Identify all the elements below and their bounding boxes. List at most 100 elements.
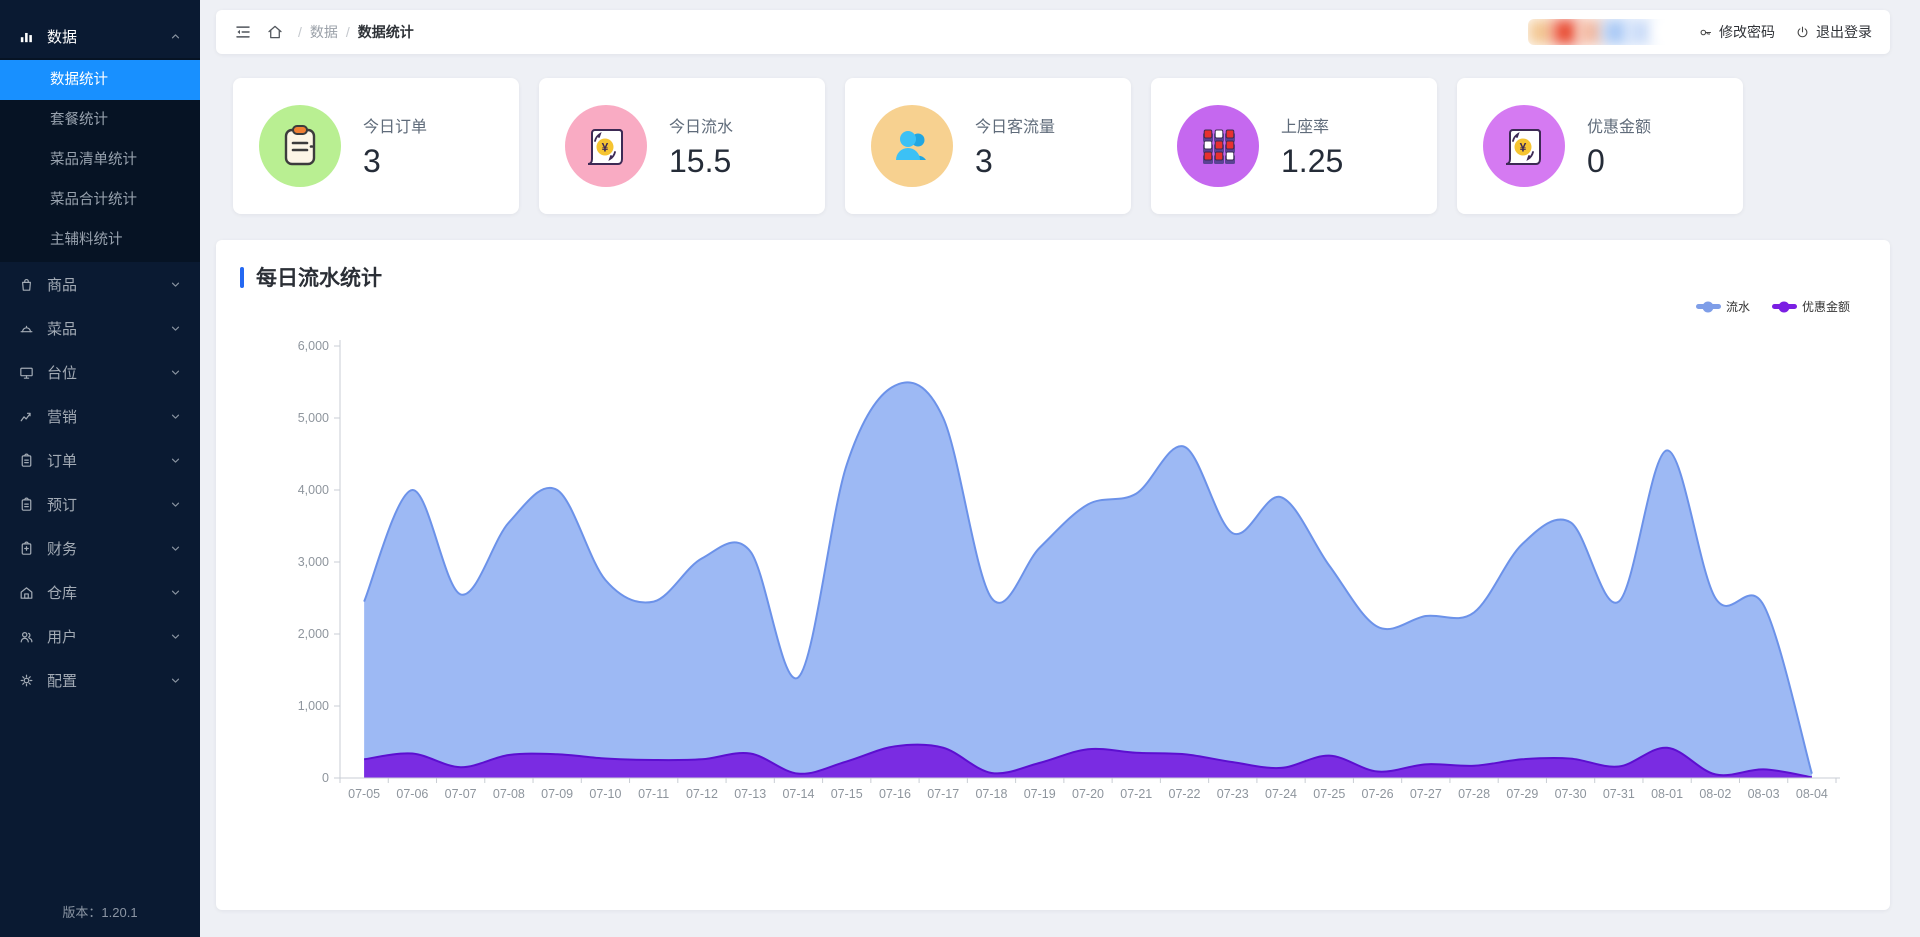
sidebar-item-0[interactable]: 数据 [0, 14, 200, 58]
series-area-0 [364, 382, 1812, 778]
sidebar-item-5[interactable]: 订单 [0, 438, 200, 482]
x-tick-label: 07-12 [686, 787, 718, 801]
y-tick-label: 0 [322, 771, 329, 785]
topbar-left: / 数据 / 数据统计 [234, 22, 414, 42]
x-tick-label: 07-29 [1506, 787, 1538, 801]
seats-icon [1177, 105, 1259, 187]
sidebar-item-label: 营销 [47, 408, 78, 426]
sidebar-item-label: 配置 [47, 672, 78, 690]
chevron-down-icon [169, 366, 182, 379]
chevron-down-icon [169, 674, 182, 687]
sidebar-item-label: 订单 [47, 452, 78, 470]
y-tick-label: 3,000 [298, 555, 329, 569]
sidebar-item-label: 财务 [47, 540, 78, 558]
legend-item-1[interactable]: 优惠金额 [1771, 298, 1850, 315]
change-password-button[interactable]: 修改密码 [1698, 22, 1775, 42]
bar-chart-icon [18, 28, 35, 45]
x-tick-label: 07-05 [348, 787, 380, 801]
clipboard-icon [18, 452, 35, 469]
menu-fold-icon[interactable] [234, 23, 252, 41]
sidebar-item-7[interactable]: 财务 [0, 526, 200, 570]
receipt-yen-icon: ¥ [565, 105, 647, 187]
stat-label: 今日客流量 [975, 118, 1056, 136]
sidebar-item-9[interactable]: 用户 [0, 614, 200, 658]
title-accent-bar [240, 266, 244, 288]
chart-title: 每日流水统计 [256, 267, 382, 290]
sidebar: 数据 数据统计套餐统计菜品清单统计 菜品合计统计 主辅料统计商品菜品台位营销订单预订财… [0, 0, 200, 937]
breadcrumb-item-1[interactable]: 数据统计 [357, 24, 414, 40]
chart-header: 每日流水统计 [240, 262, 1866, 292]
sidebar-subitem-0[interactable]: 数据统计 [0, 60, 200, 100]
svg-text:¥: ¥ [1520, 141, 1527, 155]
key-icon [1698, 25, 1713, 40]
gear-icon [18, 672, 35, 689]
breadcrumb-item-0[interactable]: 数据 [309, 24, 338, 40]
series-line-1 [363, 743, 1813, 779]
stat-card-3: 上座率 1.25 [1151, 78, 1437, 214]
legend-marker [1771, 304, 1797, 309]
stat-label: 今日流水 [669, 118, 734, 136]
stat-info: 今日订单 3 [363, 113, 427, 180]
chevron-down-icon [169, 542, 182, 555]
stat-info: 上座率 1.25 [1281, 113, 1343, 180]
top-action-label: 修改密码 [1719, 24, 1775, 40]
stat-card-0: 今日订单 3 [233, 78, 519, 214]
series-line-0 [363, 381, 1813, 774]
series-area-1 [364, 744, 1812, 778]
sidebar-item-label: 台位 [47, 364, 78, 382]
sidebar-item-label: 菜品 [47, 320, 78, 338]
stat-value: 15.5 [669, 142, 732, 179]
breadcrumb: / 数据 / 数据统计 [298, 22, 414, 42]
stat-info: 今日流水 15.5 [669, 113, 733, 180]
daily-revenue-area-chart: 0 1,000 2,000 3,000 4,000 5,000 6,000 07-05 07-0… [298, 339, 1840, 801]
legend-item-0[interactable]: 流水 [1695, 298, 1750, 315]
sidebar-subitem-2[interactable]: 菜品清单统计 [50, 152, 137, 168]
y-tick-label: 6,000 [298, 339, 329, 353]
sidebar-subitem-1[interactable]: 套餐统计 [50, 112, 108, 128]
users-icon [18, 628, 35, 645]
sidebar-item-3[interactable]: 台位 [0, 350, 200, 394]
top-action-label: 退出登录 [1816, 24, 1872, 40]
y-tick-label: 5,000 [298, 411, 329, 425]
topbar: / 数据 / 数据统计 修改密码 退出登录 [216, 10, 1890, 54]
sidebar-item-10[interactable]: 配置 [0, 658, 200, 702]
logout-button[interactable]: 退出登录 [1795, 22, 1872, 42]
x-tick-label: 08-02 [1699, 787, 1731, 801]
sidebar-item-6[interactable]: 预订 [0, 482, 200, 526]
x-tick-label: 07-22 [1169, 787, 1201, 801]
x-tick-label: 07-18 [975, 787, 1007, 801]
sidebar-subitem-4[interactable]: 主辅料统计 [50, 232, 123, 248]
x-tick-label: 07-25 [1313, 787, 1345, 801]
warehouse-icon [18, 584, 35, 601]
trend-icon [18, 408, 35, 425]
chevron-down-icon [169, 630, 182, 643]
chevron-up-icon [169, 30, 182, 43]
chevron-down-icon [169, 322, 182, 335]
clipboard-icon [18, 496, 35, 513]
x-tick-label: 08-01 [1651, 787, 1683, 801]
sidebar-item-1[interactable]: 商品 [0, 262, 200, 306]
chevron-down-icon [169, 498, 182, 511]
blurred-username [1528, 19, 1678, 45]
sidebar-item-8[interactable]: 仓库 [0, 570, 200, 614]
chevron-down-icon [169, 454, 182, 467]
x-tick-label: 07-20 [1072, 787, 1104, 801]
stat-value: 1.25 [1281, 142, 1344, 179]
x-tick-label: 07-21 [1120, 787, 1152, 801]
sidebar-submenu: 数据统计套餐统计菜品清单统计 菜品合计统计 主辅料统计 [0, 58, 200, 262]
legend-marker [1695, 304, 1721, 309]
sidebar-item-4[interactable]: 营销 [0, 394, 200, 438]
x-tick-label: 07-28 [1458, 787, 1490, 801]
power-icon [1795, 25, 1810, 40]
chevron-down-icon [169, 278, 182, 291]
sidebar-item-label: 预订 [47, 496, 78, 514]
chevron-down-icon [169, 586, 182, 599]
sidebar-subitem-3[interactable]: 菜品合计统计 [50, 192, 137, 208]
x-tick-label: 07-27 [1410, 787, 1442, 801]
home-icon[interactable] [266, 23, 284, 41]
legend-label: 流水 [1725, 300, 1750, 314]
sidebar-item-2[interactable]: 菜品 [0, 306, 200, 350]
x-tick-label: 07-24 [1265, 787, 1297, 801]
receipt-yen-icon: ¥ [1483, 105, 1565, 187]
